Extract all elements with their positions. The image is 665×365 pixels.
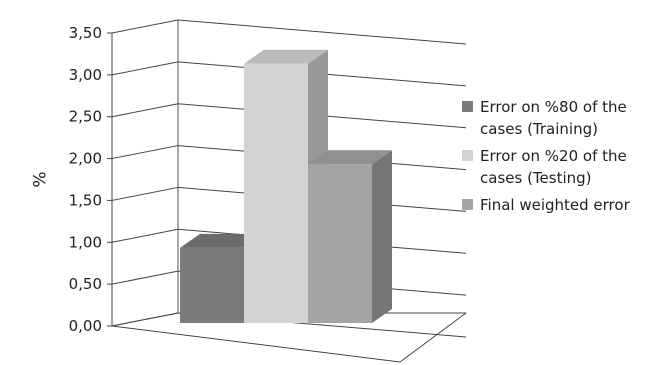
bars [180, 49, 392, 323]
gridline-side [111, 312, 179, 327]
legend-swatch [462, 101, 473, 112]
floor-right-edge [399, 312, 467, 363]
legend-label: Error on %20 of the [480, 147, 627, 165]
bar [308, 150, 392, 323]
legend-swatch [462, 150, 473, 161]
floor-front-edge [111, 325, 401, 363]
y-tick-label: 1,50 [69, 191, 102, 209]
gridline-side [111, 270, 179, 285]
bar-side-face [372, 150, 392, 323]
legend-label: cases (Testing) [480, 169, 592, 187]
legend-label: Error on %80 of the [480, 98, 627, 116]
y-tick-label: 0,00 [69, 317, 102, 335]
legend-item: Error on %20 of the cases (Testing) [462, 147, 627, 187]
gridline-side [111, 228, 179, 243]
y-tick-label: 2,00 [69, 150, 102, 168]
legend-label: Final weighted error [480, 196, 631, 214]
y-tick-label: 2,50 [69, 108, 102, 126]
bar-top-face [244, 49, 328, 64]
gridline-side [111, 145, 179, 160]
y-tick-label: 1,00 [69, 233, 102, 251]
y-tick-label: 3,00 [69, 66, 102, 84]
legend-item: Error on %80 of the cases (Training) [462, 98, 627, 138]
bar-front-face [244, 63, 308, 323]
bar-top-face [180, 233, 264, 248]
gridline-side [111, 103, 179, 118]
legend-label: cases (Training) [480, 120, 598, 138]
legend-item: Final weighted error [462, 196, 631, 214]
bar-front-face [308, 164, 372, 323]
gridline-back [177, 19, 467, 45]
bar-front-face [180, 247, 244, 323]
y-axis-label: % [28, 171, 48, 187]
y-tick-label: 3,50 [69, 24, 102, 42]
y-tick-label: 0,50 [69, 275, 102, 293]
legend-swatch [462, 199, 473, 210]
y-axis-ticks: 0,00 0,50 1,00 1,50 2,00 2,50 3,00 3,50 [69, 24, 112, 335]
gridline-side [111, 186, 179, 201]
bar-top-face [308, 150, 392, 165]
gridline-side [111, 61, 179, 76]
gridline-side [111, 19, 179, 34]
